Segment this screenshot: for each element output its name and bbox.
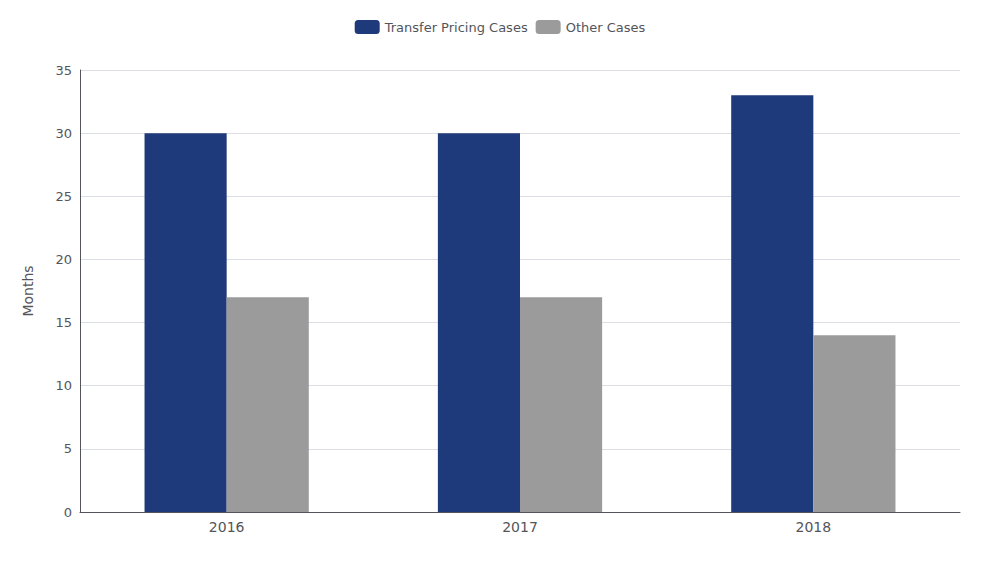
svg-text:2016: 2016	[209, 519, 245, 535]
svg-text:15: 15	[55, 315, 72, 330]
svg-text:35: 35	[55, 63, 72, 78]
svg-text:Transfer Pricing Cases: Transfer Pricing Cases	[384, 20, 528, 35]
svg-text:10: 10	[55, 378, 72, 393]
svg-text:2017: 2017	[502, 519, 538, 535]
svg-text:20: 20	[55, 252, 72, 267]
svg-text:5: 5	[64, 441, 72, 456]
svg-text:Other Cases: Other Cases	[566, 20, 646, 35]
svg-text:Months: Months	[20, 265, 36, 316]
svg-text:2018: 2018	[796, 519, 832, 535]
svg-text:25: 25	[55, 189, 72, 204]
svg-text:0: 0	[64, 505, 72, 520]
svg-text:30: 30	[55, 126, 72, 141]
